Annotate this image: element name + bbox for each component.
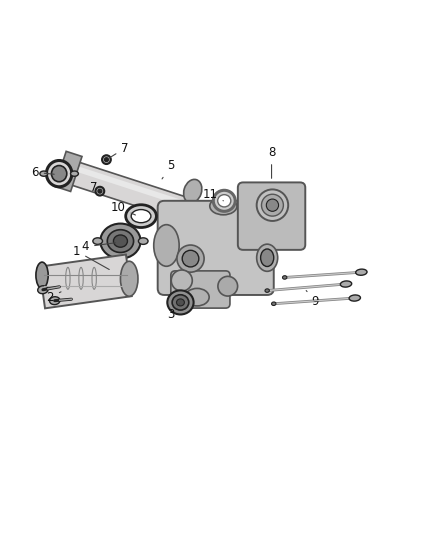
- Text: 7: 7: [110, 142, 129, 158]
- Ellipse shape: [185, 288, 209, 306]
- Polygon shape: [55, 151, 82, 191]
- Ellipse shape: [71, 171, 78, 176]
- Ellipse shape: [266, 199, 279, 211]
- Ellipse shape: [261, 194, 283, 216]
- Text: 3: 3: [167, 304, 180, 321]
- Ellipse shape: [46, 160, 72, 187]
- Ellipse shape: [93, 238, 102, 245]
- Text: 2: 2: [46, 290, 61, 304]
- Ellipse shape: [184, 180, 202, 203]
- Text: 4: 4: [81, 240, 116, 253]
- Ellipse shape: [210, 197, 237, 215]
- Text: 8: 8: [268, 146, 275, 179]
- Ellipse shape: [171, 270, 192, 291]
- Ellipse shape: [356, 269, 367, 275]
- Ellipse shape: [213, 190, 235, 211]
- Text: 10: 10: [111, 201, 135, 215]
- Ellipse shape: [272, 302, 276, 305]
- Ellipse shape: [138, 238, 148, 245]
- Ellipse shape: [349, 295, 360, 301]
- Ellipse shape: [52, 166, 67, 182]
- Text: 7: 7: [90, 181, 101, 194]
- Ellipse shape: [107, 230, 134, 253]
- Polygon shape: [61, 159, 198, 224]
- Ellipse shape: [38, 286, 48, 294]
- Ellipse shape: [167, 290, 194, 314]
- Ellipse shape: [113, 235, 127, 247]
- Ellipse shape: [100, 223, 141, 259]
- FancyBboxPatch shape: [238, 182, 305, 250]
- Ellipse shape: [120, 261, 138, 296]
- Text: 11: 11: [203, 188, 223, 201]
- FancyBboxPatch shape: [158, 201, 274, 295]
- Ellipse shape: [172, 295, 189, 310]
- Ellipse shape: [283, 276, 287, 279]
- Ellipse shape: [257, 189, 288, 221]
- Ellipse shape: [257, 244, 278, 271]
- Polygon shape: [39, 255, 132, 309]
- Ellipse shape: [36, 262, 48, 288]
- Ellipse shape: [95, 187, 104, 196]
- Text: 5: 5: [162, 159, 174, 179]
- Ellipse shape: [261, 249, 274, 266]
- Ellipse shape: [340, 281, 352, 287]
- Polygon shape: [74, 165, 188, 207]
- FancyBboxPatch shape: [171, 271, 230, 308]
- Ellipse shape: [182, 251, 199, 267]
- Ellipse shape: [265, 289, 269, 292]
- Ellipse shape: [177, 299, 184, 306]
- Ellipse shape: [218, 276, 237, 296]
- Text: 1: 1: [73, 245, 109, 270]
- Ellipse shape: [49, 297, 60, 305]
- Ellipse shape: [98, 189, 102, 193]
- Ellipse shape: [40, 171, 48, 176]
- Ellipse shape: [126, 205, 156, 228]
- Ellipse shape: [104, 158, 109, 161]
- Ellipse shape: [218, 195, 231, 207]
- Text: 6: 6: [31, 166, 54, 179]
- Ellipse shape: [131, 209, 151, 223]
- Ellipse shape: [154, 225, 179, 266]
- Text: 9: 9: [306, 290, 319, 308]
- Ellipse shape: [102, 155, 111, 164]
- Ellipse shape: [177, 245, 204, 272]
